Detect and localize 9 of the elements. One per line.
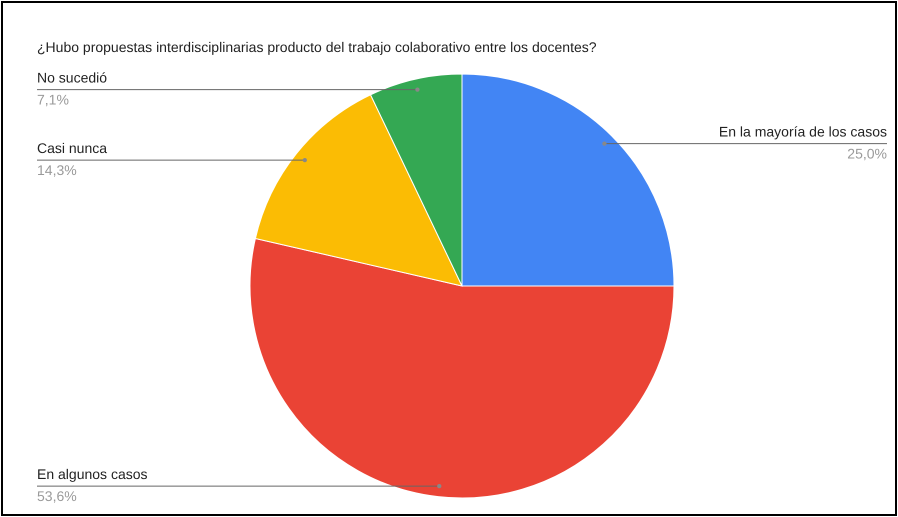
data-label: 25,0% xyxy=(847,146,887,162)
slice-label: En la mayoría de los casos xyxy=(718,124,887,140)
chart-title: ¿Hubo propuestas interdisciplinarias producto del trabajo colaborativo entre los docentes? xyxy=(37,39,597,55)
slice-label: No sucedió xyxy=(37,70,108,86)
data-label: 14,3% xyxy=(37,162,77,178)
slice-label: En algunos casos xyxy=(37,466,148,482)
data-label: 7,1% xyxy=(37,92,69,108)
data-label: 53,6% xyxy=(37,488,77,504)
slice-label: Casi nunca xyxy=(37,140,108,156)
